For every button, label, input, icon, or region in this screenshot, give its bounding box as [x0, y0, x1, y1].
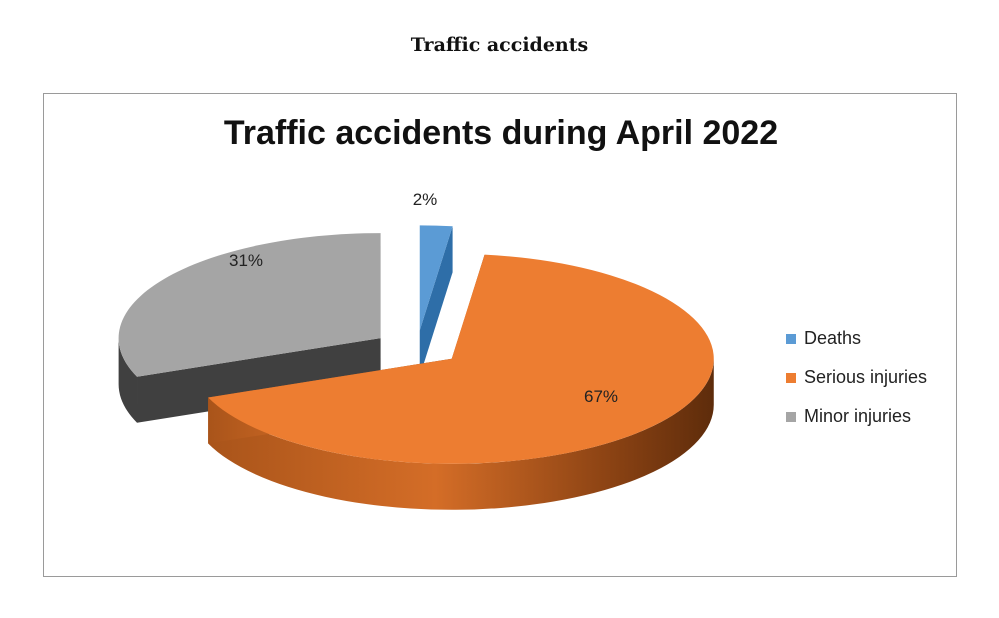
- pie-chart: 2% 67% 31%: [118, 190, 714, 510]
- chart-title: Traffic accidents during April 2022: [223, 114, 779, 152]
- chart-legend: Deaths Serious injuries Minor injuries: [786, 319, 927, 436]
- chart-area: Traffic accidents during April 2022 2% 67…: [43, 93, 957, 577]
- legend-label: Minor injuries: [804, 406, 912, 426]
- data-label-minor-injuries: 31%: [229, 251, 263, 270]
- pie-slice-side-serious-injuries: [208, 358, 714, 510]
- pie-slice-deaths: [419, 225, 453, 331]
- legend-label: Deaths: [804, 328, 862, 348]
- legend-item-serious-injuries: Serious injuries: [786, 358, 927, 397]
- pie-slice-side-minor-injuries: [118, 338, 138, 423]
- pie-slice-cut-minor-injuries: [137, 338, 381, 423]
- legend-swatch: [786, 333, 796, 344]
- data-label-serious-injuries: 67%: [584, 387, 618, 406]
- pie-slice-minor-injuries: [118, 233, 381, 377]
- legend-swatch: [786, 372, 796, 383]
- legend-item-minor-injuries: Minor injuries: [786, 397, 927, 436]
- legend-label: Serious injuries: [804, 367, 928, 387]
- page-title: Traffic accidents: [410, 34, 589, 56]
- pie-slice-serious-injuries: [208, 254, 714, 464]
- pie-slice-cut-deaths: [419, 226, 453, 377]
- legend-item-deaths: Deaths: [786, 319, 927, 358]
- legend-swatch: [786, 411, 796, 422]
- data-label-deaths: 2%: [413, 190, 438, 209]
